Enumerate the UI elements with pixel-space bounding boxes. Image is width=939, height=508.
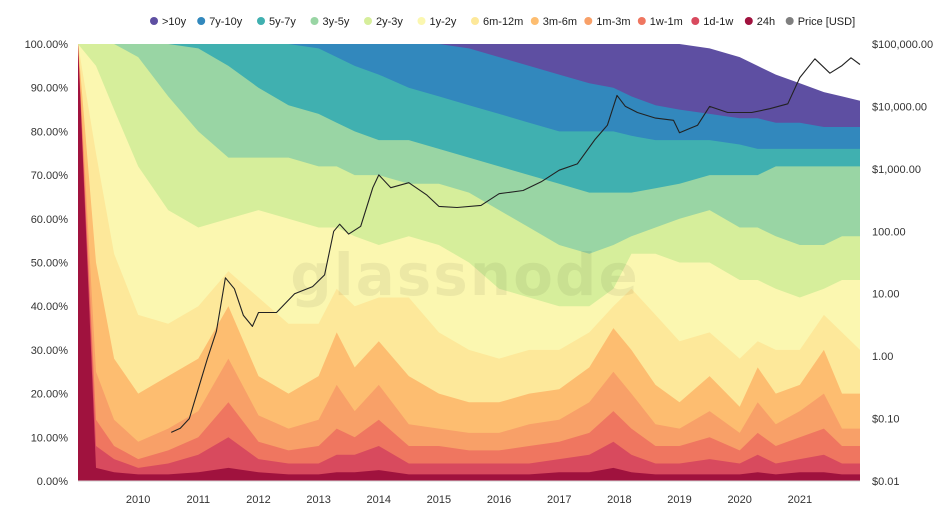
- y-right-tick-label: $0.01: [872, 476, 900, 488]
- legend-item-8[interactable]: 1m-3m: [584, 16, 631, 28]
- legend-label: >10y: [162, 16, 187, 28]
- legend-label: 3y-5y: [323, 16, 350, 28]
- x-tick-label: 2021: [788, 494, 812, 506]
- x-tick-label: 2018: [607, 494, 631, 506]
- legend-label: 7y-10y: [209, 16, 243, 28]
- x-tick-label: 2020: [727, 494, 751, 506]
- y-axis-right: $0.01 $0.10 1.00 10.00 100.00 $1,000.00 $10,00…: [872, 39, 933, 488]
- x-tick-label: 2014: [367, 494, 391, 506]
- y-left-tick-label: 60.00%: [31, 214, 69, 226]
- legend-swatch: [691, 17, 700, 25]
- y-axis-left: 0.00% 10.00% 20.00% 30.00% 40.00% 50.00% 60.00…: [25, 39, 69, 488]
- legend-item-12[interactable]: Price [USD]: [785, 16, 855, 28]
- legend-swatch: [471, 17, 479, 25]
- legend-label: 5y-7y: [269, 16, 296, 28]
- y-left-tick-label: 90.00%: [31, 83, 69, 95]
- legend-item-9[interactable]: 1w-1m: [637, 16, 683, 28]
- x-tick-label: 2013: [306, 494, 330, 506]
- y-right-tick-label: $0.10: [872, 414, 900, 426]
- legend-swatch: [584, 17, 593, 25]
- legend-swatch: [364, 17, 372, 25]
- y-left-tick-label: 100.00%: [25, 39, 69, 51]
- legend-item-7[interactable]: 3m-6m: [530, 16, 577, 28]
- x-tick-label: 2012: [246, 494, 270, 506]
- y-left-tick-label: 20.00%: [31, 389, 69, 401]
- y-right-tick-label: $100,000.00: [872, 39, 933, 51]
- band-1m-3m: [78, 44, 860, 481]
- legend-swatch: [150, 17, 158, 25]
- y-left-tick-label: 50.00%: [31, 258, 69, 270]
- y-left-tick-label: 40.00%: [31, 301, 69, 313]
- y-right-tick-label: $1,000.00: [872, 164, 921, 176]
- y-right-tick-label: 10.00: [872, 289, 900, 301]
- legend-label: 2y-3y: [376, 16, 403, 28]
- legend-swatch: [310, 17, 319, 25]
- y-right-tick-label: 100.00: [872, 226, 906, 238]
- legend-label: 1m-3m: [596, 16, 630, 28]
- price-series: [170, 57, 861, 433]
- legend-swatch: [257, 17, 265, 25]
- x-axis: 2010 2011 2012 2013 2014 2015 2016 2017 2018 2019…: [78, 480, 860, 506]
- band-6m-12m: [78, 44, 860, 481]
- legend-swatch: [744, 17, 753, 25]
- x-tick-label: 2011: [186, 494, 210, 506]
- y-left-tick-label: 0.00%: [37, 476, 68, 488]
- watermark-text: glassnode: [290, 241, 640, 309]
- stacked-bands: [78, 44, 860, 481]
- legend-item-11[interactable]: 24h: [744, 16, 775, 28]
- legend-item-2[interactable]: 5y-7y: [257, 16, 296, 28]
- x-tick-label: 2017: [547, 494, 571, 506]
- y-left-tick-label: 80.00%: [31, 126, 69, 138]
- legend-label: 24h: [757, 16, 775, 28]
- y-left-tick-label: 10.00%: [31, 432, 69, 444]
- x-tick-label: 2016: [487, 494, 511, 506]
- y-left-tick-label: 70.00%: [31, 170, 69, 182]
- legend-label: 1d-1w: [703, 16, 733, 28]
- legend-label: Price [USD]: [798, 16, 855, 28]
- legend-item-0[interactable]: >10y: [150, 16, 187, 28]
- legend-label: 1w-1m: [650, 16, 683, 28]
- legend-swatch: [197, 17, 206, 25]
- legend-item-3[interactable]: 3y-5y: [310, 16, 350, 28]
- y-right-tick-label: $10,000.00: [872, 101, 927, 113]
- y-left-tick-label: 30.00%: [31, 345, 69, 357]
- legend-item-5[interactable]: 1y-2y: [417, 16, 457, 28]
- x-tick-label: 2010: [126, 494, 150, 506]
- legend-swatch: [417, 17, 426, 25]
- legend-item-1[interactable]: 7y-10y: [197, 16, 243, 28]
- legend-label: 1y-2y: [430, 16, 457, 28]
- legend-label: 3m-6m: [543, 16, 577, 28]
- y-right-tick-label: 1.00: [872, 351, 893, 363]
- price-line: [170, 57, 861, 433]
- legend: >10y 7y-10y 5y-7y 3y-5y 2y-3y 1y-2y 6m-12m 3m-6…: [150, 16, 855, 28]
- legend-swatch: [785, 17, 794, 25]
- x-tick-label: 2015: [427, 494, 451, 506]
- legend-swatch: [637, 17, 646, 25]
- x-tick-label: 2019: [667, 494, 691, 506]
- legend-swatch: [530, 17, 539, 25]
- legend-item-10[interactable]: 1d-1w: [691, 16, 733, 28]
- legend-item-6[interactable]: 6m-12m: [471, 16, 523, 28]
- legend-item-4[interactable]: 2y-3y: [364, 16, 403, 28]
- legend-label: 6m-12m: [483, 16, 523, 28]
